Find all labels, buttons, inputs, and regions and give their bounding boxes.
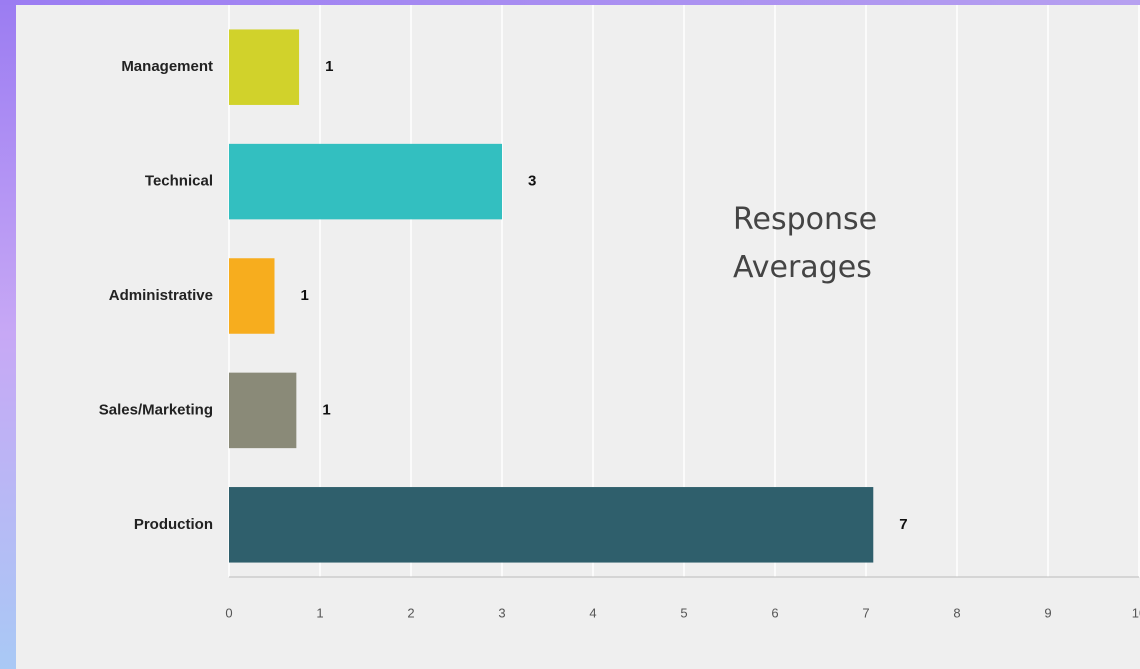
y-tick-label: Sales/Marketing bbox=[99, 401, 213, 418]
top-border bbox=[0, 0, 1140, 5]
annotation: Response Averages bbox=[733, 202, 878, 285]
y-tick-label: Production bbox=[134, 516, 213, 533]
value-label: 1 bbox=[325, 58, 333, 75]
x-tick-label: 1 bbox=[316, 605, 323, 620]
bar bbox=[229, 372, 297, 449]
bar bbox=[229, 258, 275, 334]
bar bbox=[229, 29, 300, 105]
x-tick-label: 3 bbox=[498, 605, 505, 620]
x-tick-label: 5 bbox=[680, 605, 687, 620]
value-label: 1 bbox=[322, 401, 330, 418]
x-tick-label: 7 bbox=[862, 605, 869, 620]
value-label: 1 bbox=[301, 287, 309, 304]
bar bbox=[229, 487, 874, 563]
x-tick-label: 10 bbox=[1132, 605, 1140, 620]
y-tick-label: Management bbox=[121, 58, 213, 75]
x-tick-label: 0 bbox=[225, 605, 232, 620]
x-tick-label: 2 bbox=[407, 605, 414, 620]
bar bbox=[229, 143, 502, 220]
y-tick-label: Technical bbox=[145, 173, 213, 190]
value-label: 7 bbox=[899, 516, 907, 533]
x-tick-label: 8 bbox=[953, 605, 960, 620]
x-tick-label: 9 bbox=[1044, 605, 1051, 620]
x-tick-label: 4 bbox=[589, 605, 596, 620]
value-label: 3 bbox=[528, 173, 536, 190]
x-tick-label: 6 bbox=[771, 605, 778, 620]
side-border bbox=[0, 0, 16, 669]
y-tick-label: Administrative bbox=[109, 287, 213, 304]
